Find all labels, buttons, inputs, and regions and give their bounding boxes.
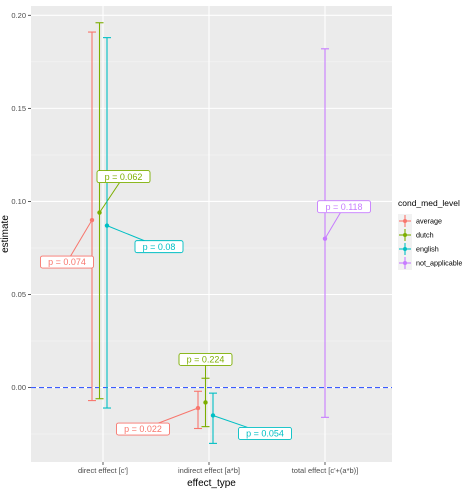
p-value-label: p = 0.074 bbox=[48, 257, 86, 267]
p-value-labels: p = 0.074 p = 0.022 p = 0.062 p = 0.224 p = … bbox=[40, 170, 371, 440]
x-tick-label: indirect effect [a*b] bbox=[178, 466, 240, 475]
p-value-label: p = 0.062 bbox=[105, 172, 143, 182]
y-axis-title: estimate bbox=[0, 215, 11, 253]
p-value-label-box bbox=[40, 255, 94, 269]
p-value-label: p = 0.118 bbox=[325, 202, 362, 212]
data-point bbox=[104, 223, 110, 228]
legend-label: dutch bbox=[416, 231, 434, 240]
y-tick-label: 0.10 bbox=[11, 197, 26, 206]
p-value-label: p = 0.054 bbox=[246, 429, 284, 439]
legend-key-point bbox=[403, 233, 407, 237]
p-value-label-box bbox=[178, 352, 233, 366]
p-value-label-box bbox=[96, 170, 151, 184]
plot-panel bbox=[31, 6, 392, 462]
p-value-label: p = 0.224 bbox=[187, 355, 225, 365]
p-value-label: p = 0.022 bbox=[124, 424, 162, 434]
legend-key-point bbox=[403, 247, 407, 251]
x-axis-title: effect_type bbox=[187, 478, 236, 489]
estimate-points bbox=[89, 210, 328, 418]
x-tick-label: total effect [c'+(a*b)] bbox=[292, 466, 359, 475]
legend: cond_med_level average dutch english not_ap… bbox=[398, 198, 462, 270]
x-tick-label: direct effect [c'] bbox=[78, 466, 128, 475]
legend-label: english bbox=[416, 245, 439, 254]
y-tick-label: 0.20 bbox=[11, 11, 26, 20]
y-tick-label: 0.00 bbox=[11, 383, 26, 392]
y-tick-label: 0.15 bbox=[11, 104, 26, 113]
data-point bbox=[203, 400, 208, 405]
minor-gridlines bbox=[31, 61, 392, 435]
data-point bbox=[210, 413, 216, 418]
p-value-label-box bbox=[238, 427, 292, 440]
p-value-label-box bbox=[317, 200, 371, 214]
p-value-label-box bbox=[134, 240, 184, 254]
x-axis-ticks: direct effect [c'] indirect effect [a*b] t… bbox=[78, 462, 358, 475]
label-connector bbox=[66, 219, 93, 263]
y-tick-label: 0.05 bbox=[11, 290, 26, 299]
legend-key-point bbox=[403, 261, 407, 265]
p-value-label-box bbox=[116, 422, 170, 436]
data-point bbox=[322, 236, 328, 241]
legend-title: cond_med_level bbox=[398, 198, 460, 208]
major-gridlines bbox=[31, 6, 392, 462]
data-point bbox=[89, 217, 95, 223]
legend-label: average bbox=[416, 217, 442, 226]
p-value-label: p = 0.08 bbox=[143, 242, 176, 252]
y-axis-ticks: 0.00 0.05 0.10 0.15 0.20 bbox=[11, 11, 31, 392]
data-point bbox=[97, 210, 102, 215]
legend-key-point bbox=[403, 219, 407, 223]
data-point bbox=[195, 405, 201, 411]
legend-label: not_applicable bbox=[416, 259, 462, 268]
